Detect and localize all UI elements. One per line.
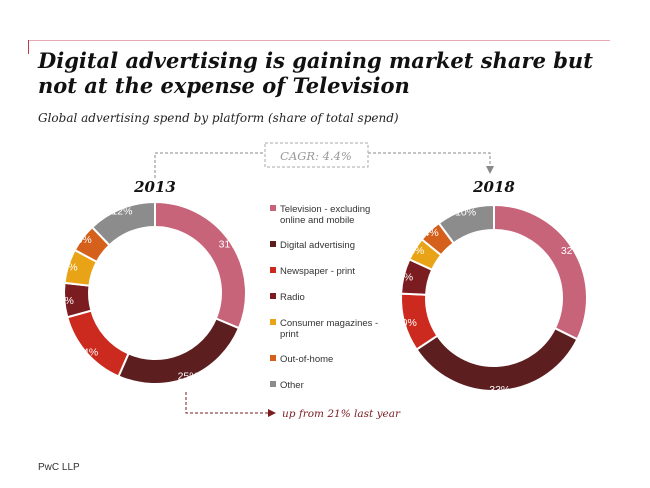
donut-slice xyxy=(66,309,130,378)
donut-slice xyxy=(90,200,156,247)
legend-swatch xyxy=(270,267,276,273)
slice-value-label: 10% xyxy=(396,317,417,329)
slice-value-label: 14% xyxy=(77,346,98,358)
legend-swatch xyxy=(270,355,276,361)
legend-swatch xyxy=(270,381,276,387)
slice-value-label: 25% xyxy=(178,371,199,383)
legend-label: Consumer magazines -print xyxy=(280,318,378,340)
legend-swatch xyxy=(270,205,276,211)
legend-label: Out-of-home xyxy=(280,354,333,365)
donut-slice xyxy=(437,203,495,245)
legend-label: Other xyxy=(280,380,304,391)
footer-source: PwC LLP xyxy=(38,462,80,473)
slice-value-label: 10% xyxy=(455,207,476,219)
donut-chart-2013: 31% 25% 14% 6% 6% 5% 12% xyxy=(59,200,247,385)
slice-value-label: 32% xyxy=(561,245,582,257)
slice-value-label: 4% xyxy=(409,245,424,257)
year-label-2018: 2018 xyxy=(472,178,515,196)
slice-value-label: 6% xyxy=(398,272,413,284)
donut-slice xyxy=(493,203,588,341)
slice-value-label: 6% xyxy=(62,262,77,274)
legend-label: Digital advertising xyxy=(280,240,355,251)
legend-swatch xyxy=(270,319,276,325)
annotation-arrow: up from 21% last year xyxy=(185,392,401,420)
donut-chart-2018: 32% 33% 10% 6% 4%4% 10% xyxy=(396,203,588,396)
legend-label: Television - excluding online and mobile xyxy=(280,204,370,226)
slice-value-label: 33% xyxy=(489,384,510,396)
slice-value-label: 4% xyxy=(424,227,439,239)
page-title: Digital advertising is gaining market sh… xyxy=(38,48,593,98)
slice-value-label: 5% xyxy=(77,234,92,246)
slice-value-label: 6% xyxy=(59,295,74,307)
chart-subtitle: Global advertising spend by platform (sh… xyxy=(38,111,399,125)
slice-value-label: 31% xyxy=(219,239,240,251)
legend-swatch xyxy=(270,241,276,247)
slice-value-label: 12% xyxy=(111,205,132,217)
legend-label: Radio xyxy=(280,292,305,303)
cagr-box xyxy=(264,142,369,168)
legend-label: Newspaper - print xyxy=(280,266,355,277)
year-label-2013: 2013 xyxy=(133,178,176,196)
top-rule-accent xyxy=(28,40,29,54)
legend-swatch xyxy=(270,293,276,299)
chart-legend: Television - excluding online and mobile D… xyxy=(270,204,378,391)
donut-slice xyxy=(154,200,247,330)
annotation-text: up from 21% last year xyxy=(282,408,401,420)
top-rule xyxy=(28,40,610,41)
cagr-connector: CAGR: 4.4% xyxy=(154,142,494,178)
cagr-label: CAGR: 4.4% xyxy=(280,149,352,163)
donut-slice xyxy=(415,326,579,392)
